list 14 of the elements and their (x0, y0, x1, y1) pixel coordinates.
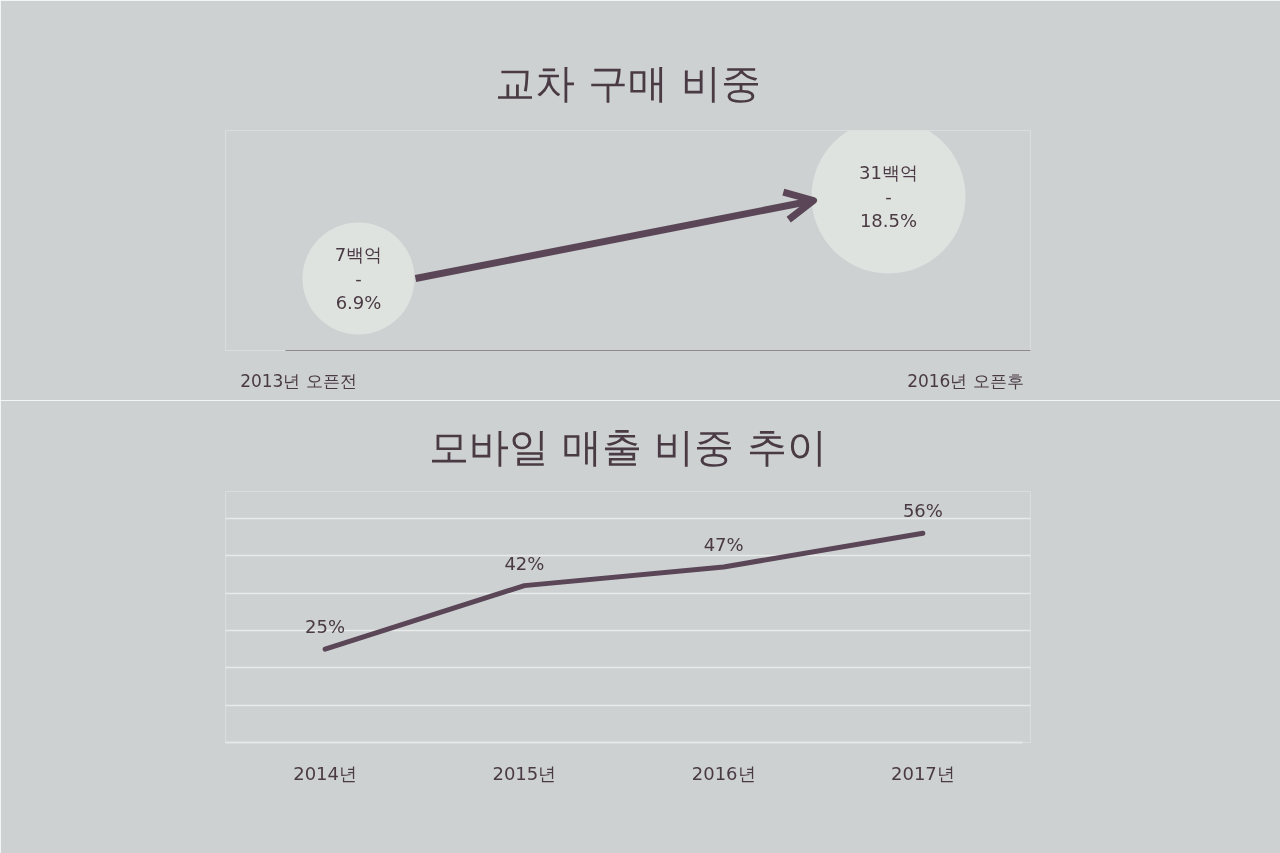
chart-title: 모바일 매출 비중 추이 (428, 424, 828, 470)
text: 31백억 - 18.5% (859, 162, 918, 231)
text: 교차 구매 비중 (495, 59, 761, 106)
category-label: 2016년 오픈후 (907, 370, 1024, 391)
data-label: 42% (504, 552, 545, 574)
x-tick-label: 2015년 (492, 762, 557, 784)
data-label: 25% (305, 616, 346, 638)
text: 7백억 - 6.9% (334, 244, 383, 313)
category-label: 2013년 오픈전 (240, 370, 357, 391)
x-tick-label: 2017년 (891, 762, 955, 784)
x-tick-label: 2016년 (691, 762, 756, 784)
data-label: 56% (902, 500, 943, 522)
data-label: 47% (703, 533, 744, 555)
x-tick-label: 2014년 (293, 762, 358, 784)
